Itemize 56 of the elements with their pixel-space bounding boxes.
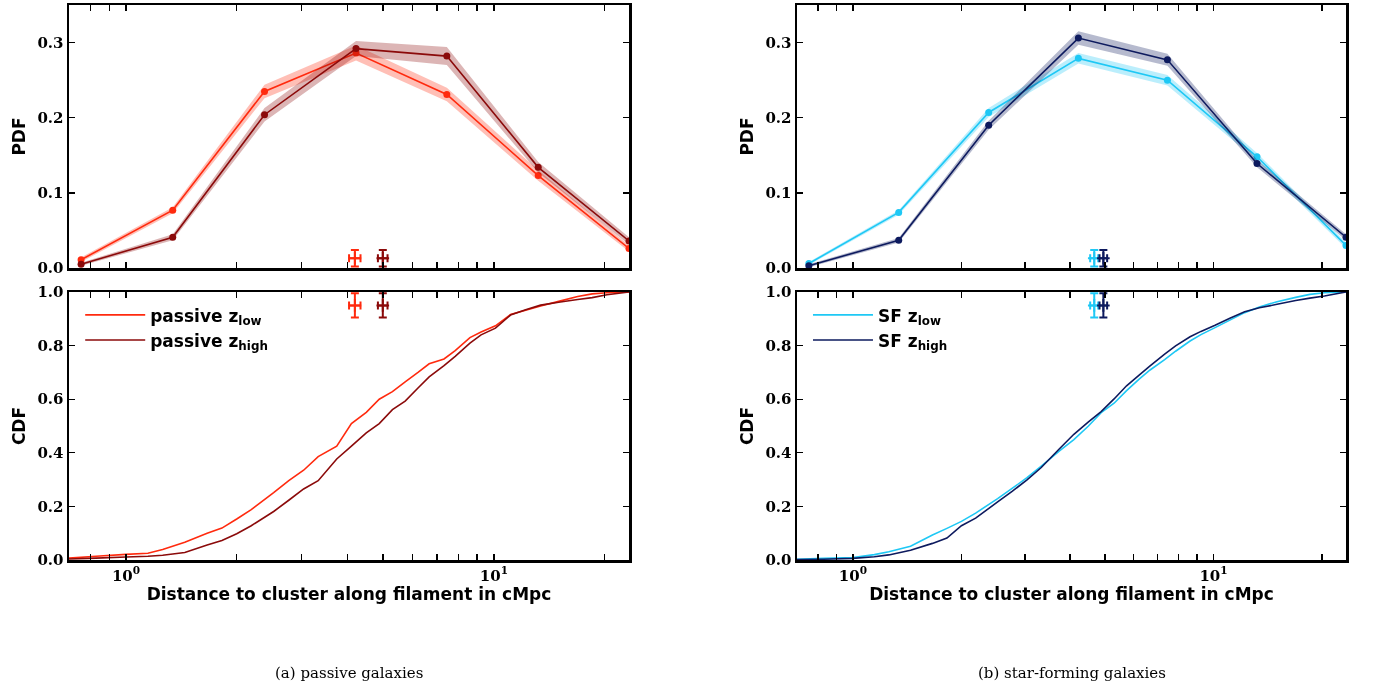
y-tick-label: 0.4 xyxy=(37,444,64,463)
point xyxy=(1253,153,1261,161)
y-tick-label: 0.8 xyxy=(37,336,64,355)
y-axis-title: CDF xyxy=(8,406,29,446)
point xyxy=(895,208,903,216)
text: (b) star-forming galaxies xyxy=(978,664,1166,682)
y-tick-label: 1.0 xyxy=(37,283,64,302)
point xyxy=(1253,160,1261,168)
y-tick-label: 0.2 xyxy=(765,108,792,127)
y-tick-label: 0.0 xyxy=(765,551,792,570)
point xyxy=(985,108,993,116)
y-tick-label: 0.6 xyxy=(37,390,64,409)
y-tick-label: 0.6 xyxy=(765,390,792,409)
legend-label: SF z$_{low}$ xyxy=(877,305,941,329)
y-tick-label: 0.1 xyxy=(37,184,64,203)
point xyxy=(261,111,269,119)
point xyxy=(534,172,542,180)
y-tick-label: 1.0 xyxy=(765,283,792,302)
y-tick-label: 0.2 xyxy=(37,497,64,516)
point xyxy=(1163,56,1171,64)
y-axis-title: PDF xyxy=(736,117,757,156)
y-tick-label: 0.0 xyxy=(37,259,64,278)
x-tick-label: 10$^{0}$ xyxy=(111,564,141,585)
point xyxy=(77,260,85,268)
y-tick-label: 0.0 xyxy=(765,259,792,278)
y-tick-label: 0.3 xyxy=(765,33,792,52)
x-tick-label: 10$^{1}$ xyxy=(479,564,508,585)
point xyxy=(895,236,903,244)
point xyxy=(261,87,269,95)
y-tick-label: 0.4 xyxy=(765,444,792,463)
y-tick-label: 0.2 xyxy=(765,497,792,516)
y-tick-label: 0.0 xyxy=(37,551,64,570)
legend-label: passive z$_{low}$ xyxy=(150,305,262,329)
y-tick-label: 0.2 xyxy=(37,108,64,127)
point xyxy=(534,163,542,171)
point xyxy=(985,121,993,129)
point xyxy=(443,90,451,98)
point xyxy=(1074,34,1082,42)
y-tick-label: 0.3 xyxy=(37,33,64,52)
legend-label: SF z$_{high}$ xyxy=(877,330,948,354)
point xyxy=(169,206,177,214)
legend-label: passive z$_{high}$ xyxy=(150,330,268,354)
x-tick-label: 10$^{1}$ xyxy=(1199,564,1228,585)
y-axis-title: PDF xyxy=(8,117,29,156)
point xyxy=(1163,76,1171,84)
x-axis-title: Distance to cluster along filament in cMpc xyxy=(869,584,1274,605)
y-tick-label: 0.8 xyxy=(765,336,792,355)
text: (a) passive galaxies xyxy=(275,664,424,682)
y-axis-title: CDF xyxy=(736,406,757,446)
point xyxy=(352,45,360,53)
y-tick-label: 0.1 xyxy=(765,184,792,203)
point xyxy=(443,52,451,60)
point xyxy=(1074,54,1082,62)
x-axis-title: Distance to cluster along filament in cMpc xyxy=(146,584,552,605)
x-tick-label: 10$^{0}$ xyxy=(838,564,867,585)
point xyxy=(169,233,177,241)
